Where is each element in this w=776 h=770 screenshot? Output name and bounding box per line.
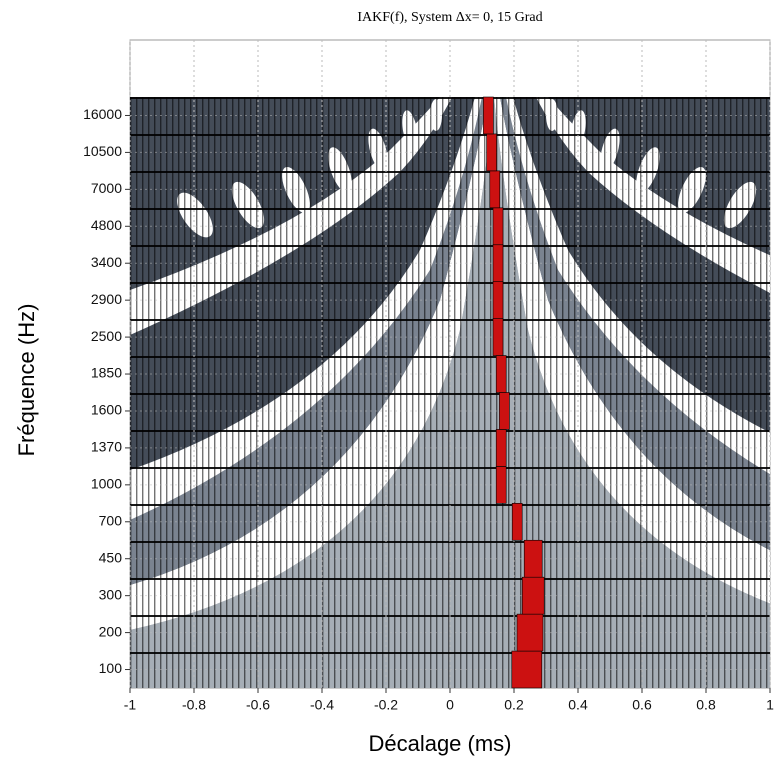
x-tick-label: 1	[766, 697, 774, 713]
heatmap-field	[130, 97, 770, 688]
x-tick-label: 0.2	[504, 697, 524, 713]
peak-cell	[495, 466, 507, 504]
peak-cell	[492, 318, 504, 356]
peak-cell	[486, 133, 497, 172]
x-tick-label: 0.4	[568, 697, 588, 713]
x-tick-label: 0.8	[696, 697, 716, 713]
peak-cell	[492, 244, 504, 282]
peak-cell	[492, 207, 504, 246]
y-tick-label: 3400	[91, 254, 122, 270]
y-tick-label: 300	[99, 586, 123, 602]
peak-cell	[499, 392, 510, 430]
y-tick-label: 2500	[91, 328, 122, 344]
y-tick-label: 1000	[91, 476, 122, 492]
x-tick-label: -0.4	[310, 697, 334, 713]
peak-cell	[483, 96, 494, 135]
peak-cell	[511, 650, 543, 689]
x-tick-label: -0.6	[246, 697, 270, 713]
y-tick-label: 1600	[91, 402, 122, 418]
peak-cell	[489, 170, 501, 209]
y-tick-label: 4800	[91, 217, 122, 233]
peak-cell	[523, 539, 543, 578]
y-tick-label: 7000	[91, 180, 122, 196]
y-tick-label: 1370	[91, 439, 122, 455]
y-tick-label: 1850	[91, 365, 122, 381]
y-tick-label: 2900	[91, 291, 122, 307]
x-tick-label: -0.8	[182, 697, 206, 713]
y-tick-label: 200	[99, 623, 123, 639]
peak-cell	[495, 429, 507, 467]
x-tick-label: 0.6	[632, 697, 652, 713]
peak-cell	[511, 503, 523, 541]
peak-cell	[516, 613, 544, 652]
y-tick-label: 450	[99, 549, 123, 565]
y-tick-label: 10500	[83, 143, 122, 159]
peak-cell	[492, 281, 504, 319]
y-axis-label: Fréquence (Hz)	[14, 304, 39, 457]
peak-cell	[495, 355, 507, 393]
x-tick-label: -1	[124, 697, 137, 713]
x-tick-label: 0	[446, 697, 454, 713]
x-axis-label: Décalage (ms)	[368, 731, 511, 756]
y-tick-label: 100	[99, 660, 123, 676]
x-tick-label: -0.2	[374, 697, 398, 713]
y-tick-label: 16000	[83, 106, 122, 122]
peak-cell	[521, 576, 545, 615]
y-tick-label: 700	[99, 512, 123, 528]
chart-title: IAKF(f), System Δx= 0, 15 Grad	[357, 10, 542, 25]
